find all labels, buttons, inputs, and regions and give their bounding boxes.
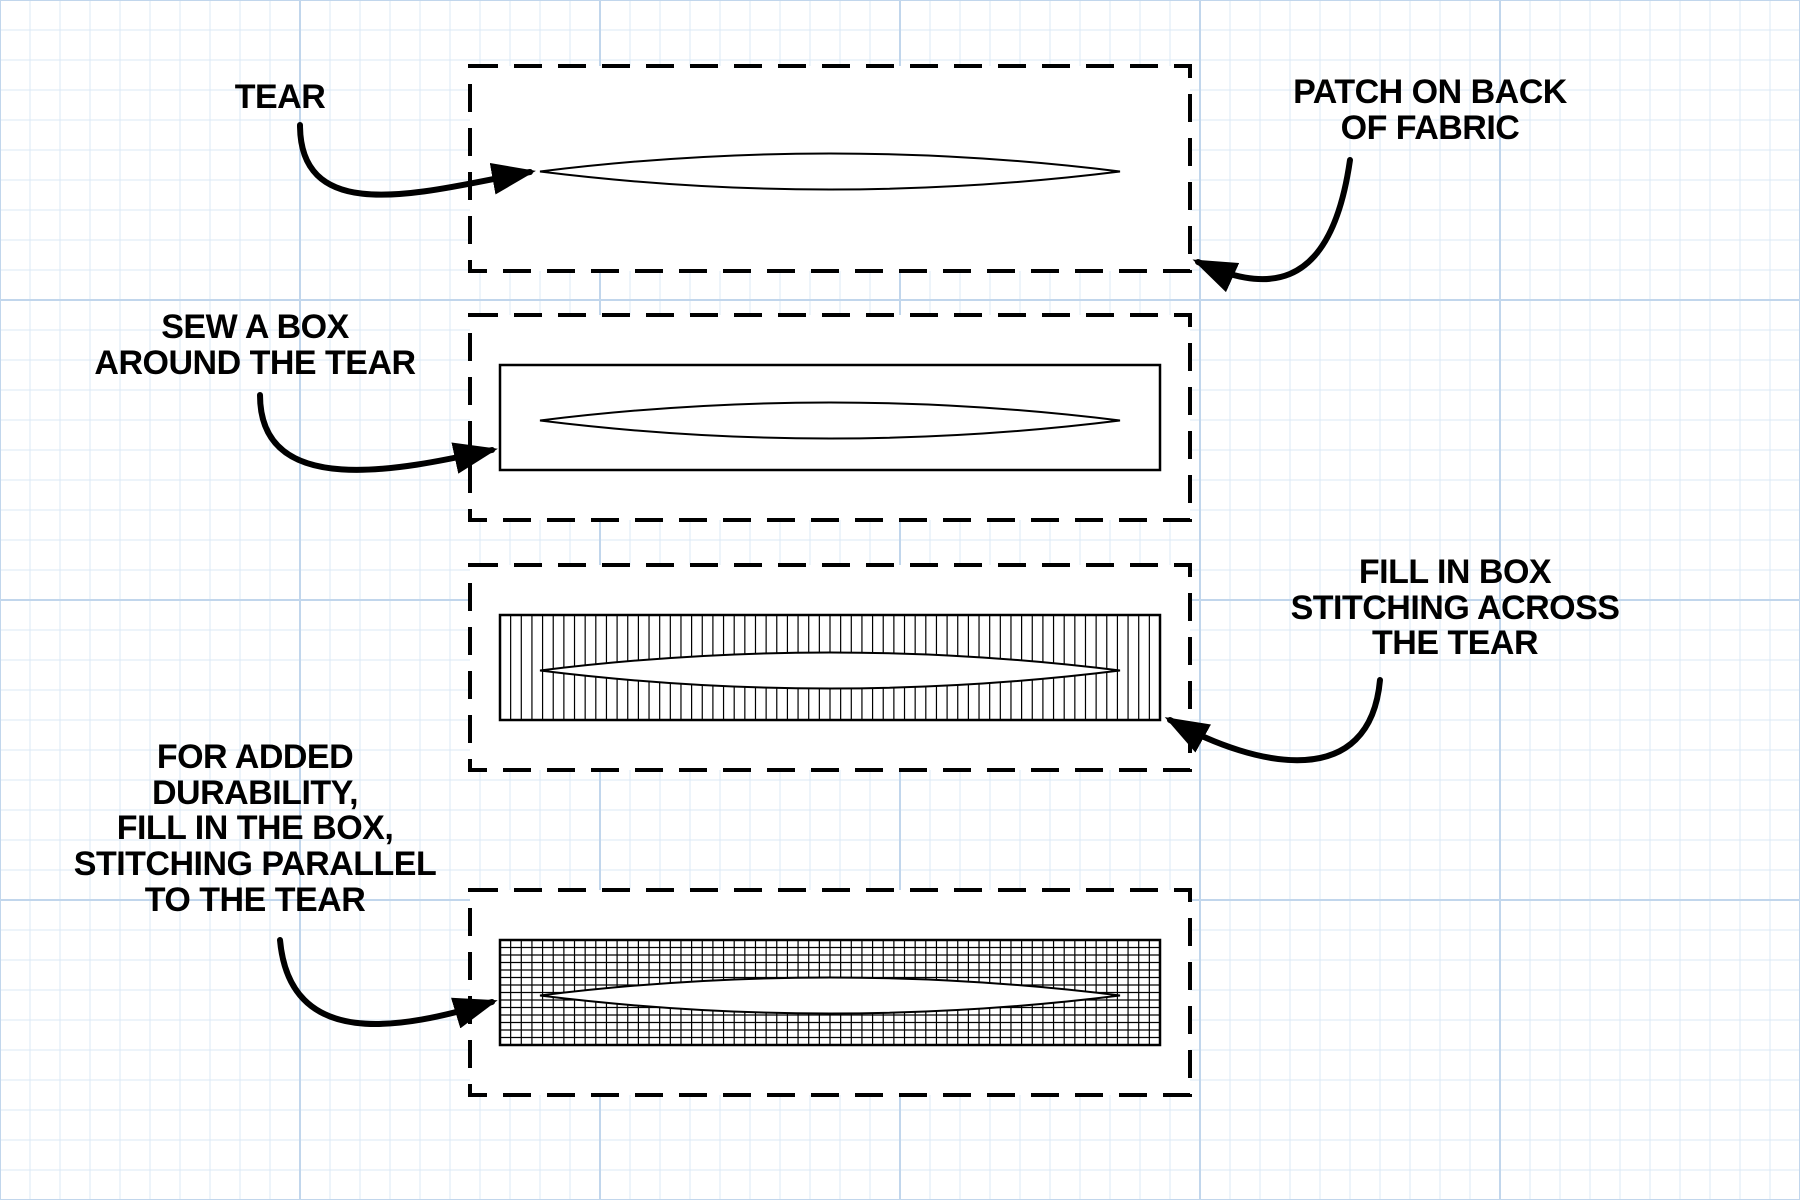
diagram-svg	[0, 0, 1800, 1200]
